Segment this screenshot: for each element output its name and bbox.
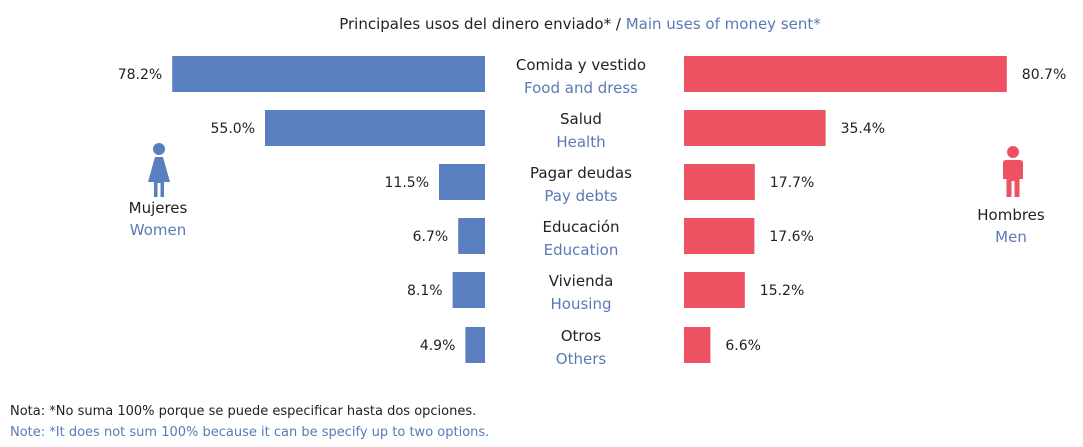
woman-icon (148, 143, 170, 197)
women-value-label: 6.7% (413, 229, 449, 245)
title-spanish: Principales usos del dinero enviado* (339, 15, 612, 33)
men-label-en: Men (995, 228, 1027, 246)
men-bar (684, 327, 711, 363)
category-label-es: Comida y vestido (516, 56, 646, 74)
women-value-label: 11.5% (385, 175, 429, 191)
men-value-label: 17.6% (769, 229, 813, 245)
women-bar (172, 56, 485, 92)
women-label-en: Women (129, 221, 187, 239)
man-icon (1003, 146, 1023, 197)
category-label-en: Others (556, 350, 607, 368)
category-label-en: Housing (551, 295, 612, 313)
category-label-en: Pay debts (544, 187, 617, 205)
men-bar (684, 110, 826, 146)
men-value-label: 6.6% (725, 338, 761, 354)
men-bar (684, 272, 745, 308)
women-legend-label: Mujeres Women (118, 197, 198, 241)
men-value-label: 15.2% (760, 283, 804, 299)
title-separator: / (615, 15, 621, 33)
women-value-label: 55.0% (211, 121, 255, 137)
chart-title: Principales usos del dinero enviado* / M… (0, 15, 1083, 33)
women-label-es: Mujeres (128, 199, 188, 217)
category-label-es: Vivienda (549, 272, 614, 290)
category-label-en: Education (544, 241, 619, 259)
men-bar (684, 56, 1007, 92)
category-label-en: Health (556, 133, 605, 151)
title-english: Main uses of money sent* (625, 15, 821, 33)
men-label-es: Hombres (977, 206, 1045, 224)
men-value-label: 17.7% (770, 175, 814, 191)
women-value-label: 78.2% (118, 67, 162, 83)
category-label-es: Educación (542, 218, 619, 236)
men-bar (684, 164, 755, 200)
note-spanish: Nota: *No suma 100% porque se puede espe… (10, 404, 477, 419)
women-bar (458, 218, 485, 254)
men-value-label: 80.7% (1022, 67, 1066, 83)
men-value-label: 35.4% (841, 121, 885, 137)
women-value-label: 8.1% (407, 283, 443, 299)
women-value-label: 4.9% (420, 338, 456, 354)
category-label-es: Otros (561, 327, 602, 345)
women-bar (465, 327, 485, 363)
diverging-bar-chart: 78.2% 80.7% Comida y vestido Food and dress… (118, 56, 1066, 368)
men-legend-label: Hombres Men (970, 204, 1052, 248)
category-label-es: Salud (560, 110, 602, 128)
note-english: Note: *It does not sum 100% because it c… (10, 425, 490, 440)
women-bar (452, 272, 485, 308)
footnotes: Nota: *No suma 100% porque se puede espe… (10, 401, 489, 443)
category-label-es: Pagar deudas (530, 164, 632, 182)
women-bar (265, 110, 485, 146)
category-label-en: Food and dress (524, 79, 638, 97)
men-bar (684, 218, 755, 254)
women-bar (439, 164, 485, 200)
